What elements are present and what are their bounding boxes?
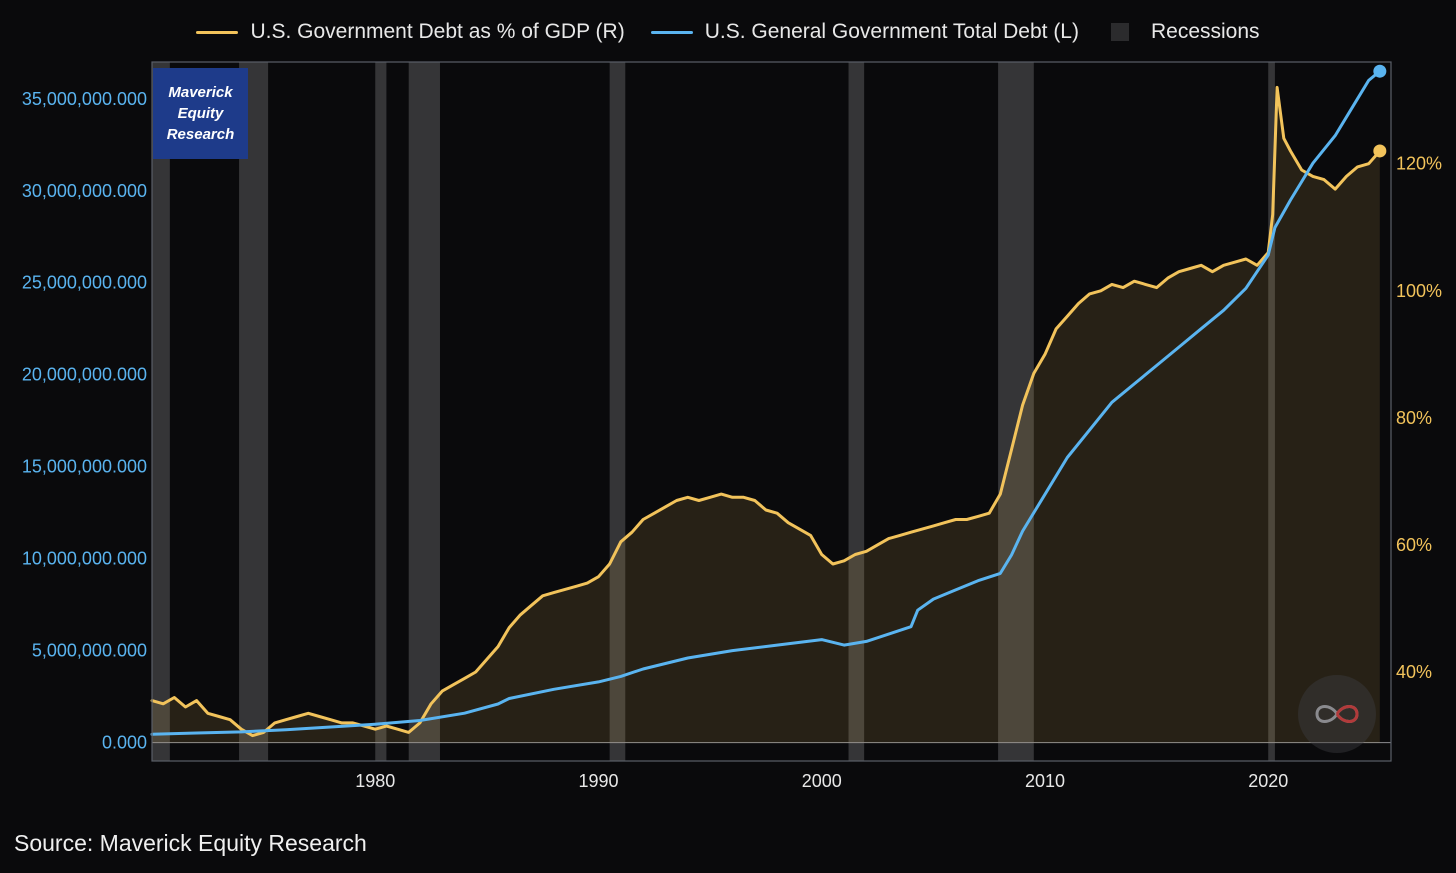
recession-bands [152, 62, 1275, 761]
legend-swatch-total-debt [650, 30, 693, 34]
left-tick-label: 35,000,000.000 [22, 89, 147, 109]
left-tick-label: 20,000,000.000 [22, 365, 147, 385]
left-tick-label: 5,000,000.000 [32, 641, 147, 661]
recession-band-5 [848, 62, 865, 761]
series-line-1 [150, 69, 1382, 736]
right-axis-ticks: 40% 60% 80% 100% 120% [1396, 154, 1442, 682]
brand-line-3: Research [166, 126, 235, 143]
x-tick-label: 1980 [355, 771, 395, 791]
left-tick-label: 0.000 [102, 733, 147, 753]
chart-legend: U.S. Government Debt as % of GDP (R) U.S… [0, 20, 1456, 44]
plot-frame [151, 61, 1392, 762]
right-tick-label: 60% [1396, 535, 1432, 555]
legend-item-debt-gdp[interactable]: U.S. Government Debt as % of GDP (R) [196, 20, 625, 44]
x-tick-label: 2020 [1248, 771, 1288, 791]
legend-item-recessions[interactable]: Recessions [1105, 20, 1260, 44]
recession-band-2 [375, 62, 387, 761]
legend-label-debt-gdp: U.S. Government Debt as % of GDP (R) [250, 20, 625, 43]
left-tick-label: 25,000,000.000 [22, 273, 147, 293]
x-tick-label: 2000 [802, 771, 842, 791]
right-tick-label: 80% [1396, 408, 1432, 428]
legend-item-total-debt[interactable]: U.S. General Government Total Debt (L) [650, 20, 1079, 44]
recession-band-4 [609, 62, 626, 761]
x-tick-label: 2010 [1025, 771, 1065, 791]
x-axis-ticks: 1980 1990 2000 2010 2020 [355, 771, 1288, 791]
left-tick-label: 30,000,000.000 [22, 181, 147, 201]
brand-line-1: Maverick [168, 84, 233, 101]
left-tick-label: 10,000,000.000 [22, 549, 147, 569]
series-end-marker-0 [1373, 144, 1387, 158]
x-tick-label: 1990 [578, 771, 618, 791]
recession-band-6 [998, 62, 1034, 761]
right-tick-label: 100% [1396, 281, 1442, 301]
debt-gdp-area [152, 87, 1380, 743]
legend-label-recessions: Recessions [1150, 20, 1260, 43]
series-end-markers [1373, 64, 1387, 158]
brand-line-2: Equity [177, 105, 224, 122]
series-area-debt-gdp [152, 87, 1380, 743]
series-lines [150, 69, 1382, 738]
series-end-marker-1 [1373, 64, 1387, 78]
recession-band-3 [408, 62, 440, 761]
legend-label-total-debt: U.S. General Government Total Debt (L) [704, 20, 1079, 43]
legend-swatch-debt-gdp [196, 30, 239, 34]
left-tick-label: 15,000,000.000 [22, 457, 147, 477]
recession-band-1 [239, 62, 269, 761]
right-tick-label: 120% [1396, 154, 1442, 174]
brand-box: Maverick Equity Research [153, 68, 248, 159]
recession-band-0 [152, 62, 170, 761]
infinity-glyph [1315, 705, 1359, 723]
legend-swatch-recessions [1110, 23, 1129, 41]
infinity-logo-icon [1298, 675, 1376, 753]
left-axis-ticks: 0.000 5,000,000.000 10,000,000.000 15,000,0… [22, 89, 147, 753]
right-tick-label: 40% [1396, 662, 1432, 682]
source-note: Source: Maverick Equity Research [14, 830, 367, 856]
recession-band-7 [1268, 62, 1275, 761]
